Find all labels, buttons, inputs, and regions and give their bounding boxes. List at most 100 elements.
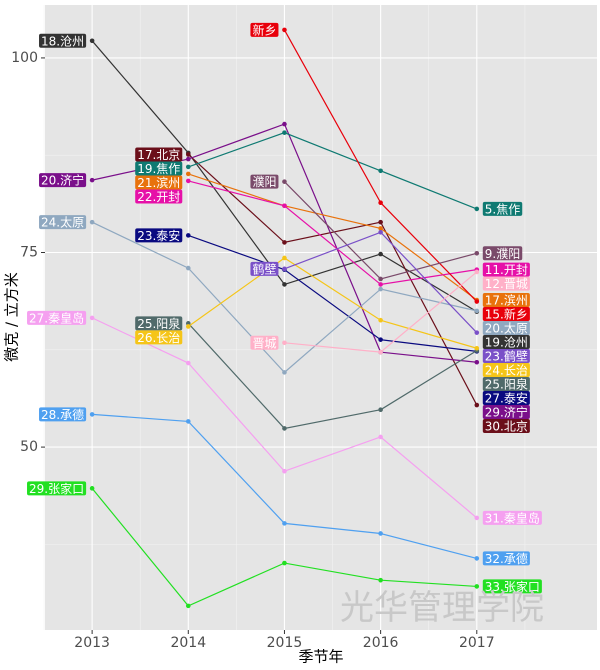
point [474,556,480,561]
label-box [39,407,87,422]
x-axis-title: 季节年 [298,648,343,666]
series-label: 19.沧州 [482,334,530,349]
y-axis-title: 微克 / 立方米 [3,272,21,362]
point [282,240,287,245]
label-text: 濮阳 [252,174,276,189]
label-text: 15.新乡 [485,306,528,321]
series-label: 26.长治 [135,330,183,345]
label-box [27,310,87,325]
label-box [135,147,183,162]
point [378,251,383,257]
series-label: 19.焦作 [135,161,183,176]
label-text: 29.济宁 [485,404,528,419]
series-label: 18.沧州 [39,33,87,48]
series-label: 28.承德 [39,407,87,422]
series-label: 20.济宁 [39,173,87,188]
label-text: 新乡 [252,22,276,37]
label-box [482,246,523,261]
series-line [188,234,477,352]
point [185,178,191,184]
label-box [482,579,542,594]
label-text: 27.秦皇岛 [29,310,84,325]
series-label: 20.太原 [482,320,530,335]
y-tick-label: 75 [20,245,38,261]
point [474,584,480,589]
label-text: 25.阳泉 [137,317,180,331]
point [378,276,383,282]
label-box [482,362,530,377]
point [185,360,191,366]
point [282,27,287,33]
label-text: 20.太原 [485,320,528,335]
point [474,345,480,351]
label-text: 32.承德 [485,551,528,566]
label-box [482,292,530,307]
x-tick-label: 2013 [74,635,110,651]
series-label: 33.张家口 [482,579,542,594]
point [474,250,480,256]
series-label: 新乡 [250,22,279,37]
label-box [482,320,530,335]
label-box [250,174,279,189]
label-text: 29.张家口 [29,481,84,496]
label-text: 23.泰安 [137,228,180,243]
x-tick-label: 2016 [363,635,399,651]
label-box [135,189,183,204]
label-text: 19.焦作 [137,162,180,176]
label-text: 鹤壁 [252,261,276,276]
x-tick-label: 2014 [170,635,206,651]
series-label: 22.开封 [135,189,183,204]
series-label: 23.泰安 [135,228,183,243]
point [89,219,95,225]
point [185,265,191,271]
point [282,282,287,287]
point [378,317,383,323]
label-box [135,175,183,190]
label-text: 27.泰安 [485,390,528,405]
x-tick-label: 2017 [459,635,495,651]
label-box [482,510,542,525]
label-box [27,481,87,496]
label-box [135,161,183,176]
label-box [482,404,530,419]
point [378,434,383,440]
label-text: 33.张家口 [485,579,540,594]
point [282,179,287,184]
series-label: 24.长治 [482,362,530,377]
label-text: 24.长治 [485,363,528,377]
series-label: 12.晋城 [482,276,530,291]
label-text: 18.沧州 [41,33,84,48]
label-box [482,348,530,363]
label-text: 24.太原 [41,215,84,230]
label-text: 19.沧州 [485,334,528,349]
y-tick-label: 50 [20,439,38,455]
label-text: 9.濮阳 [485,246,520,261]
label-text: 31.秦皇岛 [485,510,540,525]
series-label: 29.济宁 [482,404,530,419]
point [282,468,287,474]
label-box [482,390,530,405]
point [185,152,191,157]
point [378,282,383,287]
label-box [39,173,87,188]
point [282,340,287,346]
point [89,315,95,321]
series-label: 25.阳泉 [482,376,530,391]
label-text: 20.济宁 [41,173,84,188]
label-text: 5.焦作 [485,202,520,216]
series-label: 5.焦作 [482,201,523,216]
point [474,402,480,408]
point [474,359,480,365]
label-box [482,262,530,277]
label-text: 25.阳泉 [485,377,528,391]
series-label: 31.秦皇岛 [482,510,542,525]
point [474,299,480,304]
point [378,349,383,355]
point [282,203,287,209]
point [474,269,480,275]
point [474,308,480,314]
series-line [187,257,477,349]
series-line [187,322,478,430]
series-label: 濮阳 [250,174,279,189]
label-text: 17.北京 [137,148,180,162]
